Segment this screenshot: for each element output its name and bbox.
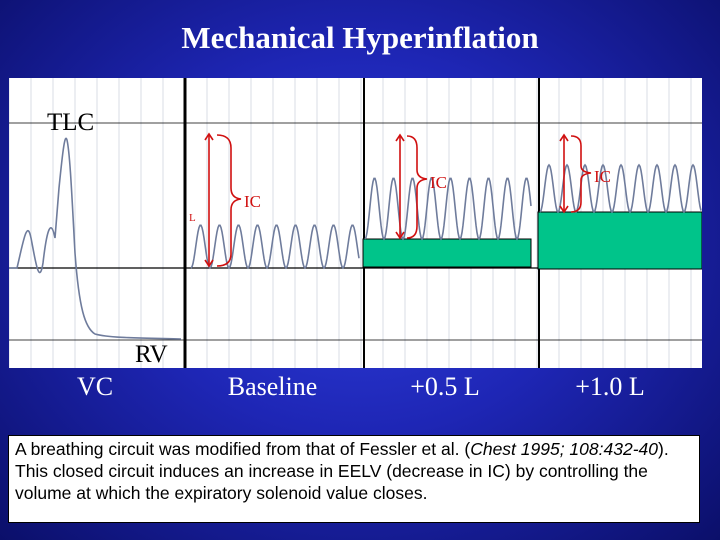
ic-bracket-baseline xyxy=(204,132,242,268)
ic-label-half-liter: IC xyxy=(430,173,447,192)
ic-label-baseline: IC xyxy=(244,192,261,211)
small-l-label: L xyxy=(189,212,196,224)
segment-label-half-liter: +0.5 L xyxy=(410,372,480,401)
tlc-label: TLC xyxy=(47,109,94,136)
segment-label-one-liter: +1.0 L xyxy=(575,372,645,401)
eelv-fill-one-liter xyxy=(537,211,702,270)
caption-text-2: ). This closed circuit induces an increa… xyxy=(15,439,669,503)
rv-label: RV xyxy=(135,341,168,368)
ic-label-one-liter: IC xyxy=(594,167,611,186)
caption-text-1: A breathing circuit was modified from th… xyxy=(15,439,471,459)
ic-bracket-half-liter xyxy=(395,133,428,240)
segment-label-vc: VC xyxy=(76,372,114,401)
caption-box: A breathing circuit was modified from th… xyxy=(8,435,700,523)
baseline-tidal-trace xyxy=(190,224,360,270)
one-liter-tidal-trace xyxy=(539,163,702,214)
vc-maneuver-trace xyxy=(9,137,182,340)
slide-title: Mechanical Hyperinflation xyxy=(181,20,539,55)
segment-label-baseline: Baseline xyxy=(227,372,318,401)
spirometry-tracing-panel: TLC RV IC IC IC L xyxy=(9,78,702,368)
segment-dividers xyxy=(183,78,540,368)
eelv-fill-half-liter xyxy=(362,238,532,268)
caption-citation: Chest 1995; 108:432-40 xyxy=(470,439,658,459)
half-liter-tidal-trace xyxy=(364,177,532,241)
ic-bracket-one-liter xyxy=(559,133,592,214)
